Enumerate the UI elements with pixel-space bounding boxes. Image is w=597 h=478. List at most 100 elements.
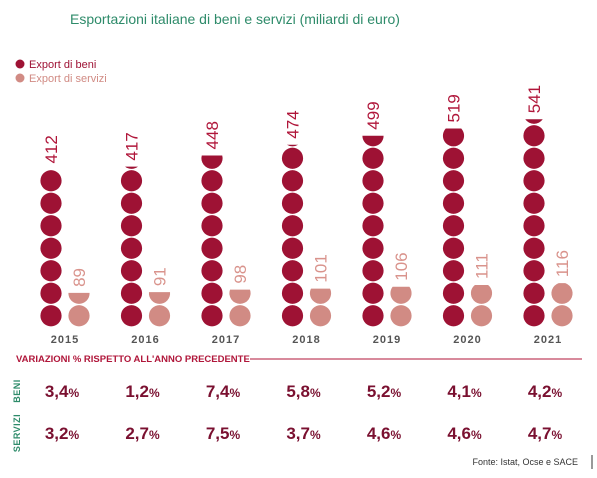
- year-label-2020: 2020: [453, 334, 481, 346]
- variation-servizi-2019: 4,6%: [367, 424, 402, 443]
- bar-beni-2015-dot: [40, 237, 62, 259]
- data-label-servizi-2019: 106: [392, 252, 411, 280]
- legend-label-beni: Export di beni: [29, 59, 96, 71]
- bar-beni-2017-dot: [201, 282, 223, 304]
- variation-beni-2015: 3,4%: [45, 382, 80, 401]
- bar-beni-2019-dot: [362, 260, 384, 282]
- bar-beni-2021-dot: [523, 192, 545, 214]
- data-label-beni-2019: 499: [364, 101, 383, 129]
- bar-beni-2021-partial-dot: [525, 119, 543, 124]
- bar-beni-2018-dot: [281, 305, 304, 327]
- variation-beni-2021: 4,2%: [528, 382, 563, 401]
- bar-beni-2016: [120, 166, 143, 327]
- variation-servizi-2018: 3,7%: [286, 424, 321, 443]
- bar-beni-2018-dot: [281, 147, 304, 169]
- year-label-2017: 2017: [212, 334, 240, 346]
- bar-servizi-2021: [551, 283, 573, 327]
- bar-beni-2021-dot: [523, 125, 545, 147]
- data-label-beni-2017: 448: [203, 121, 222, 149]
- bar-beni-2017-dot: [201, 260, 223, 282]
- bar-beni-2021-dot: [523, 260, 545, 282]
- data-label-beni-2021: 541: [525, 85, 544, 113]
- variation-servizi-2020: 4,6%: [447, 424, 482, 443]
- bar-beni-2019-dot: [362, 192, 384, 214]
- bar-beni-2017-dot: [201, 192, 223, 214]
- variation-beni-2016: 1,2%: [125, 382, 160, 401]
- bar-beni-2016-dot: [120, 260, 143, 282]
- bar-beni-2018-dot: [281, 192, 304, 214]
- row-label-servizi: SERVIZI: [12, 414, 22, 452]
- bar-beni-2021-dot: [523, 237, 545, 259]
- bar-beni-2016-dot: [120, 192, 143, 214]
- bar-beni-2019-dot: [362, 305, 384, 327]
- bar-beni-2015: [40, 170, 62, 327]
- bar-beni-2021-dot: [523, 215, 545, 237]
- variation-beni-2017: 7,4%: [206, 382, 241, 401]
- bar-servizi-2016: [148, 292, 171, 327]
- bar-servizi-2017: [229, 289, 251, 327]
- bar-beni-2017: [201, 155, 223, 327]
- bar-beni-2020-dot: [442, 170, 465, 192]
- chart-title: Esportazioni italiane di beni e servizi …: [70, 11, 400, 27]
- bar-servizi-2019: [390, 286, 412, 327]
- legend-swatch-beni: [15, 59, 25, 69]
- bar-servizi-2016-dot: [148, 305, 171, 327]
- bar-beni-2020-dot: [442, 215, 465, 237]
- bar-servizi-2015-dot: [68, 305, 90, 327]
- bar-beni-2017-dot: [201, 237, 223, 259]
- bar-beni-2018-dot: [281, 237, 304, 259]
- bar-servizi-2021-dot: [551, 305, 573, 327]
- bar-servizi-2020-dot: [470, 305, 493, 327]
- legend-label-servizi: Export di servizi: [29, 73, 107, 85]
- bar-servizi-2017-partial-dot: [229, 289, 251, 304]
- bar-beni-2019-dot: [362, 147, 384, 169]
- bar-beni-2020: [442, 128, 465, 327]
- bar-servizi-2018: [309, 288, 332, 327]
- bar-servizi-2018-partial-dot: [309, 288, 332, 304]
- bar-servizi-2020-partial-dot: [470, 284, 493, 304]
- bar-beni-2018-dot: [281, 170, 304, 192]
- data-label-beni-2018: 474: [284, 110, 303, 138]
- bar-beni-2016-dot: [120, 305, 143, 327]
- bar-beni-2020-dot: [442, 305, 465, 327]
- bar-beni-2018-dot: [281, 260, 304, 282]
- legend: Export di beni Export di servizi: [15, 59, 107, 85]
- bar-beni-2019-dot: [362, 170, 384, 192]
- bar-beni-2015-dot: [40, 192, 62, 214]
- variation-beni-2019: 5,2%: [367, 382, 402, 401]
- bar-beni-2020-dot: [442, 147, 465, 169]
- bar-beni-2021-dot: [523, 305, 545, 327]
- bar-beni-2016-partial-dot: [125, 166, 138, 169]
- bar-beni-2021-dot: [523, 147, 545, 169]
- bar-beni-2019: [362, 135, 384, 327]
- variation-servizi-2021: 4,7%: [528, 424, 563, 443]
- bar-beni-2016-dot: [120, 170, 143, 192]
- bar-beni-2020-dot: [442, 282, 465, 304]
- bar-servizi-2020: [470, 284, 493, 327]
- variation-servizi-2017: 7,5%: [206, 424, 241, 443]
- bar-beni-2018-dot: [281, 282, 304, 304]
- year-label-2021: 2021: [534, 334, 562, 346]
- bar-beni-2020-dot: [442, 237, 465, 259]
- bar-servizi-2019-dot: [390, 305, 412, 327]
- data-label-servizi-2015: 89: [70, 268, 89, 287]
- bar-beni-2018: [281, 144, 304, 327]
- data-label-servizi-2016: 91: [151, 267, 170, 286]
- bar-beni-2015-dot: [40, 215, 62, 237]
- row-label-beni: BENI: [12, 379, 22, 403]
- data-label-beni-2015: 412: [42, 135, 61, 163]
- bar-beni-2015-dot: [40, 305, 62, 327]
- bar-beni-2015-dot: [40, 170, 62, 192]
- bar-beni-2020-dot: [442, 192, 465, 214]
- year-label-2015: 2015: [51, 334, 79, 346]
- bar-beni-2019-dot: [362, 215, 384, 237]
- bar-beni-2019-partial-dot: [362, 135, 384, 147]
- data-label-servizi-2017: 98: [231, 265, 250, 284]
- data-label-beni-2016: 417: [123, 132, 142, 160]
- variation-servizi-2015: 3,2%: [45, 424, 80, 443]
- bar-beni-2016-dot: [120, 237, 143, 259]
- data-label-servizi-2021: 116: [553, 250, 572, 277]
- bar-beni-2018-dot: [281, 215, 304, 237]
- bar-servizi-2015: [68, 292, 90, 327]
- bar-beni-2017-dot: [201, 215, 223, 237]
